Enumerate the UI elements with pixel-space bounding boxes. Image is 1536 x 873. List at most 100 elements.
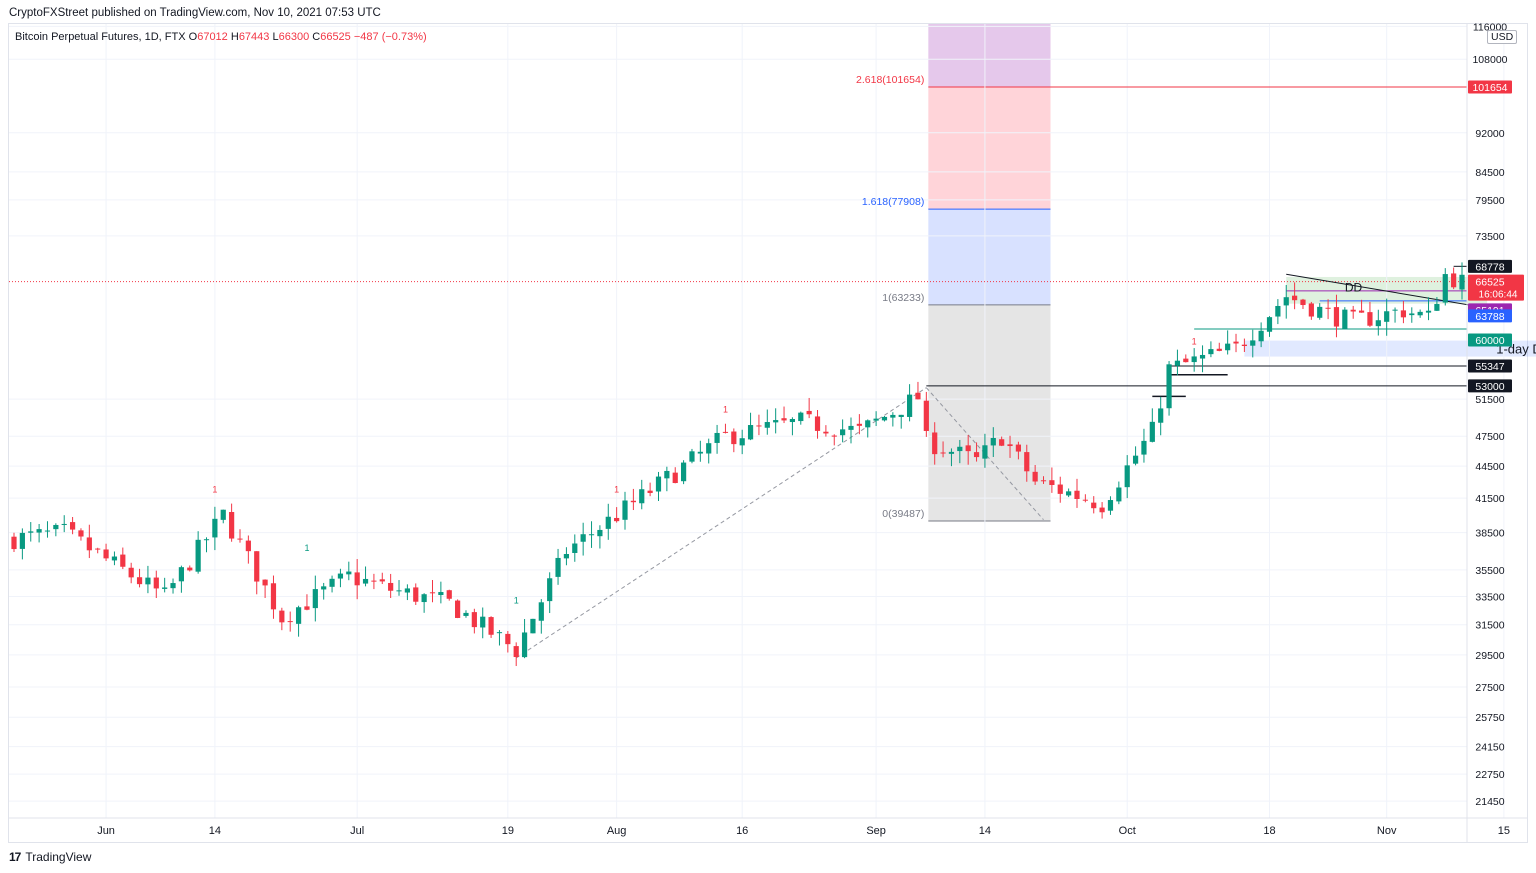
candle-body	[1417, 311, 1423, 316]
candle-body	[555, 557, 561, 577]
candle-body	[187, 567, 193, 571]
candle-body	[1384, 311, 1390, 322]
candle-body	[622, 500, 628, 520]
candle-body	[404, 588, 410, 593]
y-tick-label: 84500	[1475, 167, 1504, 179]
candle-body	[639, 489, 645, 504]
candle-body	[1032, 471, 1038, 482]
candle-body	[580, 534, 586, 542]
candle-body	[1141, 440, 1147, 455]
candle-body	[647, 490, 653, 493]
candle-body	[1174, 360, 1181, 366]
y-tick-label: 33500	[1475, 591, 1504, 603]
candle-body	[932, 432, 938, 455]
close-label: C	[312, 31, 321, 43]
open-label: O	[188, 31, 198, 43]
price-badge-53000-bg	[1468, 379, 1512, 393]
candle-body	[1208, 349, 1214, 355]
candle-body	[103, 549, 109, 559]
candle-body	[1434, 304, 1440, 311]
candle-body	[295, 607, 302, 624]
candle-body	[396, 590, 402, 592]
signal-mark: 1	[1192, 337, 1197, 347]
y-tick-label: 44500	[1475, 461, 1504, 473]
y-tick-label: 51500	[1475, 394, 1504, 406]
candle-body	[1425, 310, 1432, 313]
currency-label[interactable]: USD	[1487, 30, 1518, 44]
candle-body	[1459, 274, 1465, 290]
candle-body	[1292, 295, 1298, 301]
publisher-header: CryptoFXStreet published on TradingView.…	[9, 7, 381, 19]
candle-body	[614, 517, 620, 522]
x-tick-label: 18	[1263, 825, 1275, 837]
fib-level-label: 1.618(77908)	[862, 196, 924, 208]
candle-body	[1283, 297, 1289, 306]
candle-body	[496, 632, 503, 634]
candle-body	[270, 583, 277, 610]
candle-body	[1149, 421, 1155, 442]
chart-frame[interactable]	[8, 23, 1528, 843]
candle-body	[1367, 312, 1373, 326]
candle-body	[999, 439, 1005, 446]
x-tick-label: 19	[502, 825, 514, 837]
candle-body	[898, 414, 904, 418]
candle-body	[321, 586, 327, 590]
candle-body	[521, 632, 528, 658]
candle-body	[254, 551, 260, 582]
candle-body	[906, 394, 913, 417]
candle-body	[1300, 299, 1306, 306]
candle-body	[120, 554, 126, 567]
low-label: L	[272, 31, 279, 43]
candle-body	[488, 617, 494, 635]
y-tick-label: 31500	[1475, 620, 1504, 632]
candle-body	[865, 420, 871, 428]
symbol-legend: Bitcoin Perpetual Futures, 1D, FTX O6701…	[15, 31, 427, 43]
candle-body	[848, 425, 854, 430]
price-badge-101654: 101654	[1472, 82, 1507, 94]
candle-body	[655, 476, 662, 492]
candle-body	[471, 612, 477, 628]
tradingview-logo-text: TradingView	[25, 850, 92, 864]
candle-body	[455, 600, 461, 618]
candle-body	[446, 590, 452, 599]
candle-body	[530, 618, 536, 634]
candle-body	[421, 594, 427, 603]
high-value: 67443	[238, 31, 270, 43]
candle-body	[1107, 500, 1114, 511]
price-badge-68778-bg	[1468, 259, 1512, 273]
candle-body	[438, 592, 444, 596]
candle-body	[965, 445, 971, 452]
candle-body	[480, 616, 486, 628]
signal-mark: 1	[723, 405, 728, 415]
price-badge-55347: 55347	[1475, 361, 1504, 373]
candle-body	[28, 531, 34, 533]
candle-body	[1275, 305, 1281, 317]
demand-zone-rect	[1244, 340, 1536, 357]
candle-body	[1233, 341, 1239, 344]
tradingview-logo[interactable]: 17 TradingView	[9, 850, 91, 864]
fib-zone	[928, 87, 1051, 210]
candle-body	[982, 445, 988, 459]
candle-body	[379, 579, 385, 582]
axis-layer: 1160001080009200084500795007350051500475…	[9, 21, 1527, 842]
x-tick-label: Sep	[866, 825, 886, 837]
signal-mark: 1	[514, 595, 519, 605]
candle-body	[1082, 499, 1088, 501]
open-value: 67012	[197, 31, 228, 43]
candle-body	[1074, 490, 1080, 499]
candle-body	[69, 522, 76, 530]
candle-body	[11, 536, 17, 550]
candle-body	[547, 578, 553, 602]
candle-body	[1317, 306, 1323, 318]
candle-body	[1392, 309, 1398, 311]
candle-body	[1258, 330, 1264, 342]
candle-body	[1375, 320, 1381, 327]
price-badge-53000: 53000	[1475, 381, 1504, 393]
candle-body	[136, 577, 143, 585]
lines-layer	[9, 86, 1488, 659]
candle-body	[714, 432, 720, 443]
candle-body	[681, 462, 687, 482]
candle-body	[237, 538, 243, 540]
candle-body	[203, 539, 210, 541]
